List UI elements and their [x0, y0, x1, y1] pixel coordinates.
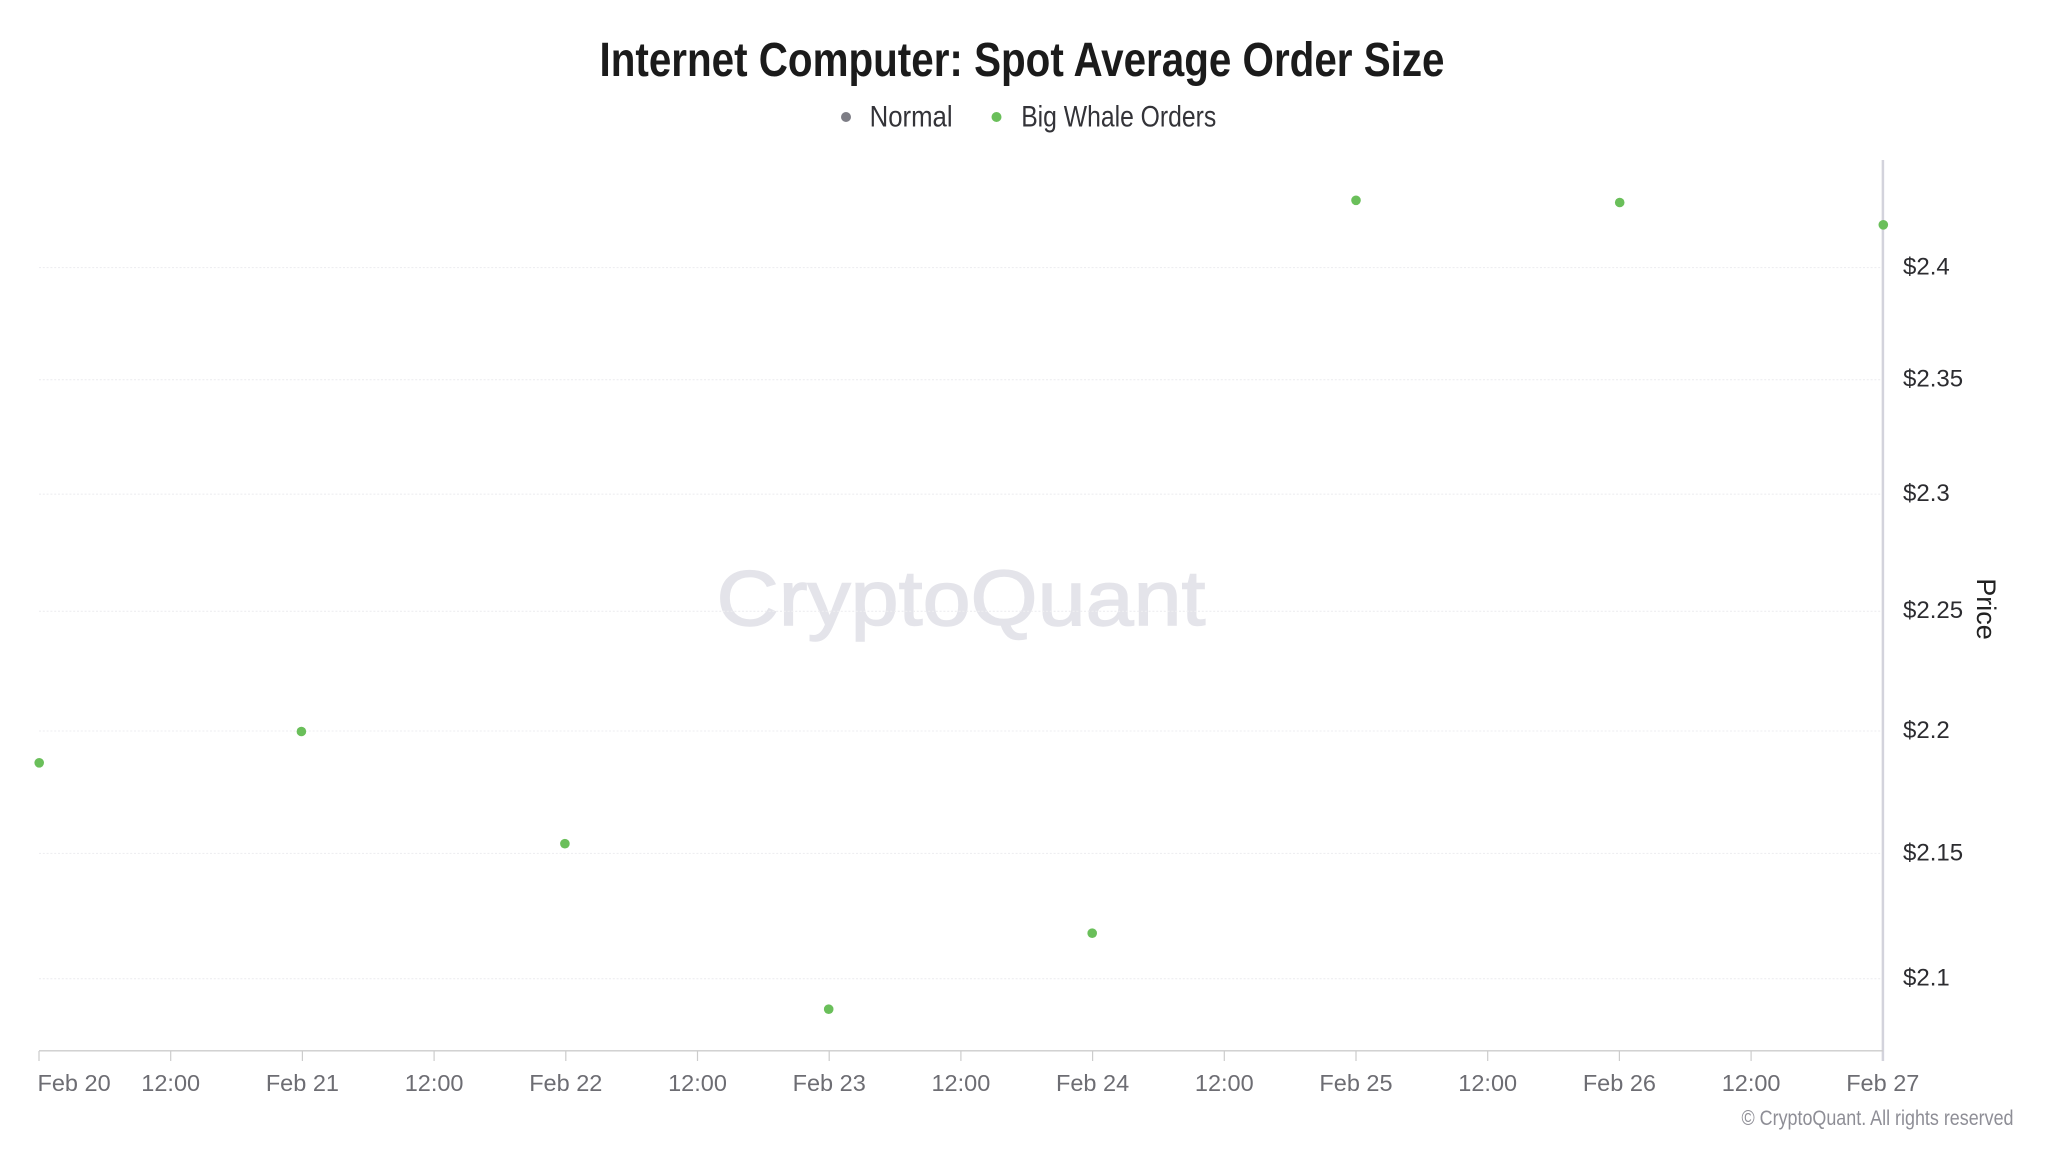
svg-text:$2.3: $2.3	[1903, 480, 1950, 507]
svg-text:$2.4: $2.4	[1903, 254, 1950, 281]
svg-text:12:00: 12:00	[668, 1070, 727, 1096]
svg-text:Feb 21: Feb 21	[266, 1070, 339, 1096]
svg-text:Feb 26: Feb 26	[1583, 1070, 1656, 1096]
svg-text:Feb 23: Feb 23	[793, 1070, 866, 1096]
svg-text:12:00: 12:00	[931, 1070, 990, 1096]
svg-text:$2.1: $2.1	[1903, 965, 1950, 992]
svg-text:Internet Computer: Spot Averag: Internet Computer: Spot Average Order Si…	[600, 34, 1445, 87]
svg-text:Big Whale Orders: Big Whale Orders	[1021, 100, 1216, 133]
svg-text:Feb 22: Feb 22	[529, 1070, 602, 1096]
svg-text:Price: Price	[1971, 578, 2001, 640]
svg-text:Feb 24: Feb 24	[1056, 1070, 1129, 1096]
svg-text:Feb 20: Feb 20	[38, 1070, 111, 1096]
svg-text:© CryptoQuant. All rights rese: © CryptoQuant. All rights reserved	[1742, 1107, 2014, 1130]
svg-text:$2.35: $2.35	[1903, 366, 1963, 393]
svg-text:$2.2: $2.2	[1903, 717, 1950, 744]
svg-text:Feb 25: Feb 25	[1319, 1070, 1392, 1096]
svg-text:12:00: 12:00	[405, 1070, 464, 1096]
svg-text:12:00: 12:00	[1722, 1070, 1781, 1096]
svg-text:12:00: 12:00	[1195, 1070, 1254, 1096]
svg-text:CryptoQuant: CryptoQuant	[717, 554, 1206, 642]
svg-text:$2.25: $2.25	[1903, 597, 1963, 624]
svg-text:Feb 27: Feb 27	[1846, 1070, 1919, 1096]
svg-text:$2.15: $2.15	[1903, 839, 1963, 866]
svg-text:12:00: 12:00	[141, 1070, 200, 1096]
svg-text:12:00: 12:00	[1458, 1070, 1517, 1096]
svg-text:Normal: Normal	[870, 100, 953, 133]
